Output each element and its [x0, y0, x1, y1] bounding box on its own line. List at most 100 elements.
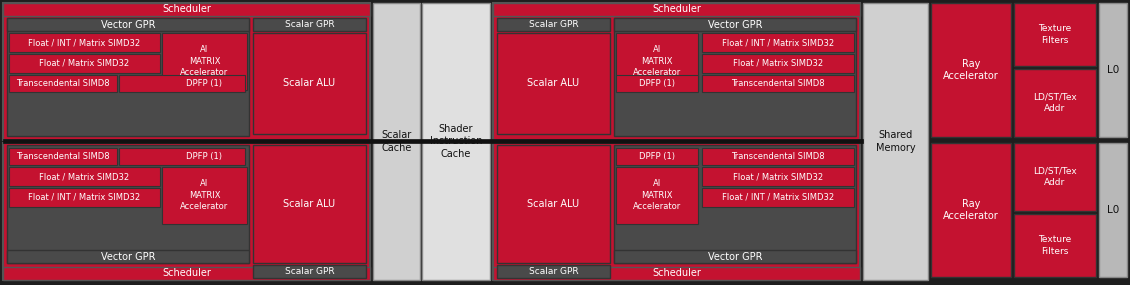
- Text: AI
MATRIX
Accelerator: AI MATRIX Accelerator: [181, 45, 228, 77]
- Bar: [616, 33, 698, 90]
- Text: Scalar GPR: Scalar GPR: [285, 267, 334, 276]
- Text: Float / INT / Matrix SIMD32: Float / INT / Matrix SIMD32: [722, 38, 834, 47]
- Text: DPFP (1): DPFP (1): [186, 152, 223, 161]
- Bar: [253, 33, 366, 134]
- Bar: [3, 143, 370, 280]
- Bar: [497, 265, 610, 278]
- Text: DPFP (1): DPFP (1): [186, 79, 223, 88]
- Bar: [493, 267, 860, 280]
- Text: Vector GPR: Vector GPR: [707, 251, 763, 262]
- Text: Ray
Accelerator: Ray Accelerator: [944, 199, 999, 221]
- Bar: [1014, 143, 1096, 211]
- Text: Texture
Filters: Texture Filters: [1038, 25, 1071, 44]
- Text: DPFP (1): DPFP (1): [638, 152, 675, 161]
- Bar: [497, 18, 610, 31]
- Bar: [9, 54, 160, 73]
- Text: Vector GPR: Vector GPR: [101, 19, 155, 30]
- Bar: [497, 145, 610, 263]
- Bar: [702, 188, 854, 207]
- Text: Float / Matrix SIMD32: Float / Matrix SIMD32: [733, 59, 823, 68]
- Bar: [3, 3, 370, 140]
- Text: Transcendental SIMD8: Transcendental SIMD8: [731, 152, 825, 161]
- Bar: [616, 167, 698, 224]
- Bar: [702, 33, 854, 52]
- Text: Scalar ALU: Scalar ALU: [284, 199, 336, 209]
- Text: AI
MATRIX
Accelerator: AI MATRIX Accelerator: [633, 179, 681, 211]
- Text: Transcendental SIMD8: Transcendental SIMD8: [731, 79, 825, 88]
- Text: AI
MATRIX
Accelerator: AI MATRIX Accelerator: [181, 179, 228, 211]
- Bar: [119, 148, 245, 165]
- Text: Vector GPR: Vector GPR: [101, 251, 155, 262]
- Text: AI
MATRIX
Accelerator: AI MATRIX Accelerator: [633, 45, 681, 77]
- Text: Float / INT / Matrix SIMD32: Float / INT / Matrix SIMD32: [722, 193, 834, 202]
- Bar: [702, 54, 854, 73]
- Text: DPFP (1): DPFP (1): [638, 79, 675, 88]
- Bar: [7, 145, 249, 263]
- Bar: [1099, 3, 1127, 137]
- Text: Scalar ALU: Scalar ALU: [528, 78, 580, 89]
- Text: Scalar GPR: Scalar GPR: [529, 267, 579, 276]
- Bar: [493, 3, 860, 16]
- Text: Scheduler: Scheduler: [162, 5, 211, 15]
- Bar: [931, 3, 1011, 137]
- Bar: [373, 3, 420, 280]
- Bar: [421, 3, 490, 280]
- Text: Scheduler: Scheduler: [652, 268, 701, 278]
- Bar: [863, 3, 928, 280]
- Text: Transcendental SIMD8: Transcendental SIMD8: [16, 79, 110, 88]
- Bar: [614, 18, 857, 31]
- Text: LD/ST/Tex
Addr: LD/ST/Tex Addr: [1033, 93, 1077, 113]
- Text: Scheduler: Scheduler: [652, 5, 701, 15]
- Text: Scalar GPR: Scalar GPR: [529, 20, 579, 29]
- Text: Transcendental SIMD8: Transcendental SIMD8: [16, 152, 110, 161]
- Text: Float / INT / Matrix SIMD32: Float / INT / Matrix SIMD32: [28, 193, 140, 202]
- Bar: [9, 75, 118, 92]
- Bar: [162, 167, 247, 224]
- Bar: [3, 267, 370, 280]
- Text: Scalar ALU: Scalar ALU: [528, 199, 580, 209]
- Bar: [7, 18, 249, 31]
- Bar: [253, 265, 366, 278]
- Bar: [702, 167, 854, 186]
- Text: Scalar GPR: Scalar GPR: [285, 20, 334, 29]
- Bar: [614, 250, 857, 263]
- Bar: [7, 250, 249, 263]
- Text: L0: L0: [1107, 65, 1119, 75]
- Bar: [614, 18, 857, 136]
- Text: L0: L0: [1107, 205, 1119, 215]
- Bar: [614, 145, 857, 263]
- Text: Scalar
Cache: Scalar Cache: [381, 130, 411, 153]
- Text: Float / Matrix SIMD32: Float / Matrix SIMD32: [733, 172, 823, 181]
- Text: Scalar ALU: Scalar ALU: [284, 78, 336, 89]
- Bar: [3, 3, 370, 16]
- Text: Shared
Memory: Shared Memory: [876, 130, 915, 153]
- Bar: [9, 33, 160, 52]
- Text: Texture
Filters: Texture Filters: [1038, 235, 1071, 256]
- Bar: [493, 3, 860, 140]
- Bar: [616, 148, 698, 165]
- Text: Shader
Instruction
Cache: Shader Instruction Cache: [429, 124, 483, 159]
- Text: Scheduler: Scheduler: [162, 268, 211, 278]
- Bar: [7, 18, 249, 136]
- Bar: [9, 188, 160, 207]
- Text: Float / INT / Matrix SIMD32: Float / INT / Matrix SIMD32: [28, 38, 140, 47]
- Bar: [616, 75, 698, 92]
- Bar: [119, 75, 245, 92]
- Bar: [497, 33, 610, 134]
- Bar: [931, 143, 1011, 277]
- Bar: [9, 167, 160, 186]
- Text: Ray
Accelerator: Ray Accelerator: [944, 59, 999, 81]
- Bar: [1014, 69, 1096, 137]
- Bar: [162, 33, 247, 90]
- Text: Vector GPR: Vector GPR: [707, 19, 763, 30]
- Bar: [702, 75, 854, 92]
- Text: Float / Matrix SIMD32: Float / Matrix SIMD32: [38, 59, 129, 68]
- Bar: [702, 148, 854, 165]
- Bar: [1014, 214, 1096, 277]
- Bar: [493, 143, 860, 280]
- Bar: [1099, 143, 1127, 277]
- Text: LD/ST/Tex
Addr: LD/ST/Tex Addr: [1033, 167, 1077, 187]
- Bar: [253, 145, 366, 263]
- Text: Float / Matrix SIMD32: Float / Matrix SIMD32: [38, 172, 129, 181]
- Bar: [1014, 3, 1096, 66]
